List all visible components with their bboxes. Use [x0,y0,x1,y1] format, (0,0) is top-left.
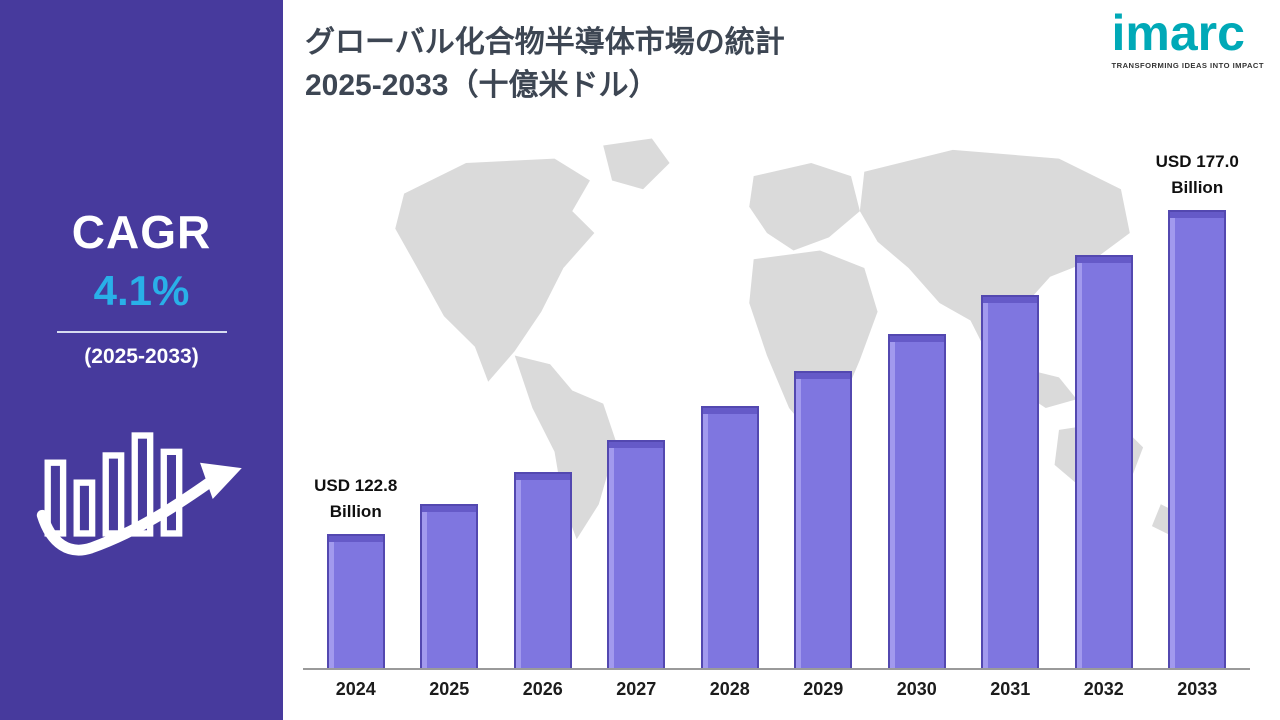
bar-2027 [607,440,666,670]
bar-column-2024: USD 122.8 Billion 2024 [309,146,403,708]
bar-column-2033: USD 177.0 Billion 2033 [1151,146,1245,708]
cagr-sidebar: CAGR 4.1% (2025-2033) [0,0,283,720]
growth-chart-icon [36,432,242,556]
chart-area: グローバル化合物半導体市場の統計 2025-2033（十億米ドル） imarc … [283,0,1280,720]
x-tick-label-2025: 2025 [429,678,470,699]
bar-2025 [420,504,479,670]
bar-2026 [513,472,572,670]
x-tick-label-2032: 2032 [1083,678,1124,699]
bar-2032 [1074,255,1133,670]
imarc-logo-tagline: TRANSFORMING IDEAS INTO IMPACT [1111,60,1264,70]
bar-2028 [700,406,759,670]
divider [56,331,227,333]
bar-column-2026: 2026 [496,146,590,708]
bar-column-2028: 2028 [683,146,777,708]
bar-column-2027: 2027 [590,146,684,708]
page-title: グローバル化合物半導体市場の統計 2025-2033（十億米ドル） [305,22,945,107]
bar-column-2030: 2030 [870,146,964,708]
x-tick-label-2031: 2031 [990,678,1031,699]
value-annotation-2024: USD 122.8 Billion [314,476,398,521]
bar-2029 [794,371,853,670]
x-tick-label-2029: 2029 [803,678,844,699]
bar-column-2029: 2029 [777,146,871,708]
bar-2024 [326,534,385,670]
bar-2031 [981,295,1040,670]
x-tick-label-2027: 2027 [616,678,657,699]
value-annotation-2033: USD 177.0 Billion [1155,152,1239,197]
bar-2033 [1168,210,1227,670]
x-tick-label-2024: 2024 [335,678,376,699]
cagr-label: CAGR [71,206,212,258]
bar-column-2032: 2032 [1057,146,1151,708]
imarc-logo: imarc TRANSFORMING IDEAS INTO IMPACT [1111,5,1265,70]
x-tick-label-2030: 2030 [896,678,937,699]
x-tick-label-2028: 2028 [709,678,750,699]
title-line2: 2025-2033（十億米ドル） [305,68,659,102]
bar-column-2031: 2031 [964,146,1058,708]
imarc-logo-text: imarc [1111,5,1245,61]
bar-chart: USD 122.8 Billion 2024 2025 2026 2027 2028 2029… [303,146,1250,708]
x-tick-label-2026: 2026 [522,678,563,699]
title-line1: グローバル化合物半導体市場の統計 [305,26,785,59]
cagr-period: (2025-2033) [84,345,199,368]
bar-column-2025: 2025 [403,146,497,708]
x-tick-label-2033: 2033 [1177,678,1218,699]
cagr-value: 4.1% [93,267,190,314]
bar-2030 [887,334,946,670]
